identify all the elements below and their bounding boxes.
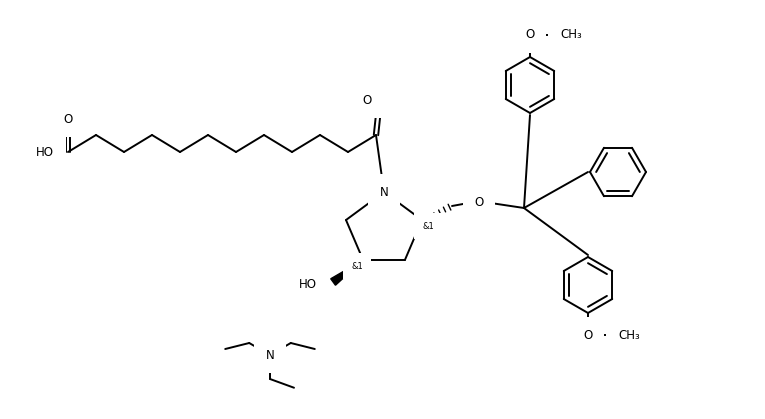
Text: HO: HO [299,277,317,290]
Text: CH₃: CH₃ [560,28,581,41]
Text: CH₃: CH₃ [618,328,640,341]
Text: N: N [265,349,275,362]
Text: O: O [363,93,372,106]
Text: O: O [584,328,593,341]
Text: O: O [63,112,73,126]
Polygon shape [330,260,363,285]
Text: &1: &1 [351,261,363,271]
Text: HO: HO [36,145,54,158]
Text: N: N [379,186,389,199]
Text: O: O [474,196,483,209]
Text: O: O [526,28,535,41]
Text: &1: &1 [422,222,434,230]
